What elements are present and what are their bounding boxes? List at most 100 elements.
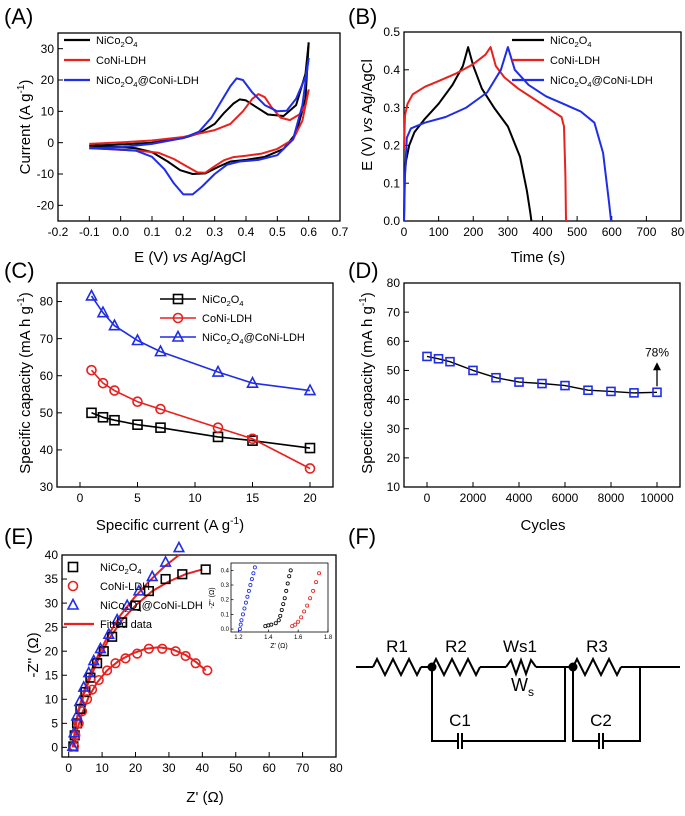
panel-e-point-CoNi-LDH: [202, 665, 213, 676]
panel-a-cv-cathodic-CoNi-LDH: [89, 89, 310, 174]
panel-c-y-tick-label: 80: [40, 295, 54, 309]
panel-e-point-NiCo2O4: [80, 686, 91, 698]
panel-e-point-NiCo2O4@CoNi-LDH: [146, 569, 159, 582]
panel-e-inset-x-tick-label: 1.4: [264, 635, 273, 641]
panel-a-cv-cathodic-NiCo2O4@CoNi-LDH: [89, 57, 310, 196]
panel-e-legend-label: NiCo2O4: [100, 562, 142, 576]
panel-d-y-tick-label: 40: [387, 393, 401, 407]
panel-e-legend-marker: [66, 597, 80, 610]
panel-e-y-tick-label: 0: [51, 741, 58, 755]
panel-b-x-tick-label: 0: [401, 225, 408, 239]
panel-e-point-NiCo2O4: [75, 703, 86, 715]
panel-e-plot-frame: [61, 554, 337, 758]
panel-e-inset-point: [278, 613, 283, 618]
panel-c-x-tick-label: 0: [77, 491, 84, 505]
panel-e-legend-label: Fitted data: [100, 619, 153, 631]
panel-c-x-tick-label: 5: [134, 491, 141, 505]
panel-e-y-tick-label: 30: [45, 596, 59, 610]
panel-d-ylabel: Specific capacity (mA h g-1): [358, 292, 376, 473]
panel-c-line-CoNi-LDH: [90, 369, 311, 470]
panel-c-line-NiCo2O4@CoNi-LDH: [90, 295, 311, 392]
panel-e-y-tick-label: 40: [45, 548, 59, 562]
panel-a-x-tick-label: -0.1: [79, 225, 100, 239]
panel-d-point: [433, 353, 444, 364]
panel-e-inset-point: [284, 588, 289, 593]
panel-e-x-tick-label: 0: [65, 761, 72, 775]
panel-d-plot-frame: [403, 282, 681, 488]
panel-e-inset-point: [288, 568, 293, 573]
panel-e-inset-point: [273, 621, 278, 626]
panel-a-cv-anodic-CoNi-LDH: [89, 89, 310, 145]
panel-d-y-tick-label: 30: [387, 422, 401, 436]
panel-b-x-tick-label: 500: [567, 225, 587, 239]
panel-e-inset-y-tick-label: 0.2: [221, 598, 230, 604]
panel-a-y-tick-label: 20: [41, 73, 55, 87]
panel-a-x-tick-label: 0.6: [300, 225, 317, 239]
panel-e-point-CoNi-LDH: [190, 658, 201, 669]
panel-c-x-tick-label: 15: [246, 491, 260, 505]
panel-e-x-tick-label: 10: [95, 761, 109, 775]
c1-branch-wire: [462, 667, 566, 742]
panel-label-a: (A): [4, 4, 33, 29]
panel-a-x-tick-label: 0.3: [206, 225, 223, 239]
panel-c-point-CoNi-LDH: [304, 463, 316, 474]
panel-d-point: [583, 385, 593, 396]
panel-c-point-NiCo2O4: [132, 419, 143, 430]
panel-d-y-tick-label: 60: [387, 334, 401, 348]
panel-e-legend-label: CoNi-LDH: [100, 581, 150, 593]
panel-e-inset-point: [279, 607, 284, 612]
panel-c-point-NiCo2O4@CoNi-LDH: [211, 364, 225, 377]
panel-b-gcd-NiCo2O4@CoNi-LDH: [403, 46, 613, 222]
panel-e-inset-point: [305, 603, 310, 608]
panel-a-y-tick-label: 10: [41, 105, 55, 119]
panel-d-x-tick-label: 2000: [460, 491, 487, 505]
panel-a-legend-label: NiCo2O4: [96, 35, 138, 49]
panel-e-inset-point: [285, 581, 290, 586]
panel-a-x-tick-label: 0.2: [175, 225, 192, 239]
panel-a-y-tick-label: -20: [37, 199, 55, 213]
panel-b-y-tick-label: 0.4: [383, 63, 400, 77]
panel-e-inset-y-tick-label: 0.3: [221, 583, 230, 589]
panel-c-point-NiCo2O4@CoNi-LDH: [85, 288, 98, 301]
panel-b-legend-label: CoNi-LDH: [550, 55, 600, 67]
panel-d-y-tick-label: 80: [387, 276, 401, 290]
panel-e-point-NiCo2O4@CoNi-LDH: [94, 641, 107, 654]
panel-e-inset-point: [239, 618, 244, 623]
panel-d-point: [560, 380, 570, 391]
panel-e-point-NiCo2O4: [91, 658, 103, 669]
panel-d-xlabel: Cycles: [520, 517, 565, 534]
panel-e-x-tick-label: 50: [229, 761, 243, 775]
panel-e-point-NiCo2O4@CoNi-LDH: [172, 540, 186, 553]
panel-a-x-tick-label: 0.0: [112, 225, 129, 239]
panel-d-point: [514, 377, 524, 387]
panel-c-xlabel: Specific current (A g-1): [96, 516, 244, 534]
panel-c-point-NiCo2O4@CoNi-LDH: [246, 375, 259, 388]
panel-c-point-CoNi-LDH: [109, 385, 120, 396]
panel-c-legend-marker: [172, 312, 184, 324]
panel-e-legend-marker: [67, 580, 79, 592]
panel-b-xlabel: Time (s): [511, 249, 565, 266]
panel-label-d: (D): [348, 258, 379, 283]
panel-e-point-NiCo2O4@CoNi-LDH: [102, 627, 115, 639]
panel-e-point-NiCo2O4: [107, 631, 118, 642]
panel-c-point-NiCo2O4@CoNi-LDH: [96, 305, 110, 318]
panel-e-fit-curve: [73, 646, 207, 748]
circuit-label-ws1: Ws1: [503, 637, 537, 656]
panel-d-x-tick-label: 4000: [506, 491, 533, 505]
panel-e-x-tick-label: 60: [262, 761, 276, 775]
panel-a-x-tick-label: 0.1: [144, 225, 161, 239]
panel-b-x-tick-label: 300: [498, 225, 518, 239]
panel-e-inset-point: [276, 618, 281, 623]
panel-e-point-NiCo2O4: [143, 585, 154, 597]
panel-b-gcd-CoNi-LDH: [403, 46, 567, 222]
panel-c-point-CoNi-LDH: [97, 377, 109, 389]
panel-e-point-CoNi-LDH: [81, 694, 93, 705]
panel-a-x-tick-label: 0.7: [332, 225, 349, 239]
panel-b-y-tick-label: 0.0: [383, 214, 400, 228]
panel-c-legend-label: NiCo2O4: [202, 294, 244, 308]
panel-e-point-CoNi-LDH: [170, 646, 181, 657]
c2-branch-wire: [603, 667, 641, 742]
panel-d-point: [491, 372, 501, 383]
panel-d-point: [422, 351, 432, 362]
